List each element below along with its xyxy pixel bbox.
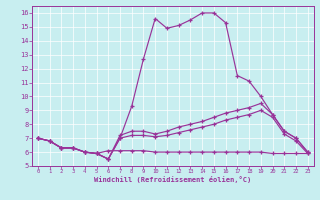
X-axis label: Windchill (Refroidissement éolien,°C): Windchill (Refroidissement éolien,°C)	[94, 176, 252, 183]
